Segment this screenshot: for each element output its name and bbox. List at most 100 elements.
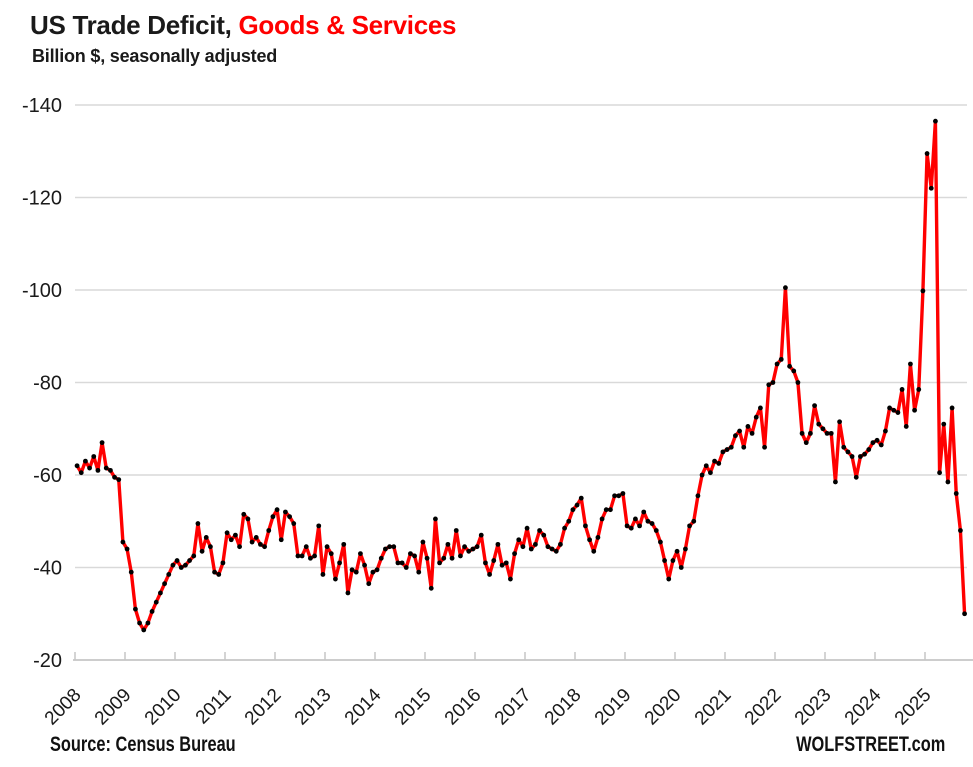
data-point-marker bbox=[741, 444, 747, 450]
data-point-marker bbox=[770, 380, 776, 385]
data-point-marker bbox=[945, 479, 951, 485]
data-point-marker bbox=[283, 509, 288, 515]
data-point-marker bbox=[378, 555, 384, 561]
data-point-marker bbox=[178, 565, 184, 570]
data-point-marker bbox=[458, 553, 463, 559]
deficit-line bbox=[75, 119, 967, 632]
x-axis-label: 2008 bbox=[41, 685, 86, 730]
data-point-marker bbox=[545, 544, 551, 550]
data-point-marker bbox=[866, 447, 872, 452]
data-point-marker bbox=[299, 553, 305, 559]
data-point-marker bbox=[803, 440, 809, 446]
data-point-marker bbox=[274, 507, 280, 513]
data-point-marker bbox=[445, 541, 451, 547]
data-point-marker bbox=[537, 528, 542, 533]
data-point-marker bbox=[687, 523, 692, 529]
data-point-marker bbox=[303, 544, 309, 550]
x-axis-label: 2015 bbox=[391, 685, 436, 730]
x-axis-label: 2023 bbox=[791, 685, 836, 730]
data-point-marker bbox=[437, 560, 442, 566]
data-point-marker bbox=[266, 528, 272, 533]
data-point-marker bbox=[845, 449, 851, 455]
data-point-marker bbox=[208, 544, 213, 550]
data-point-marker bbox=[958, 528, 963, 533]
data-point-marker bbox=[758, 405, 763, 411]
data-point-marker bbox=[778, 356, 784, 362]
data-point-marker bbox=[474, 544, 480, 550]
data-point-marker bbox=[908, 361, 913, 367]
x-axis-label: 2022 bbox=[741, 685, 786, 730]
x-axis-label: 2020 bbox=[641, 685, 686, 730]
data-point-marker bbox=[616, 493, 622, 499]
y-axis-label: -20 bbox=[33, 650, 62, 672]
y-axis-label: -80 bbox=[33, 373, 62, 395]
data-point-marker bbox=[816, 421, 822, 427]
data-point-marker bbox=[424, 555, 430, 561]
chart-title: US Trade Deficit, Goods & Services bbox=[30, 10, 457, 41]
data-point-marker bbox=[383, 546, 388, 552]
data-point-marker bbox=[91, 454, 97, 459]
data-point-marker bbox=[612, 493, 617, 499]
data-point-marker bbox=[562, 525, 567, 531]
data-point-marker bbox=[624, 523, 630, 529]
data-point-marker bbox=[899, 387, 905, 392]
data-point-marker bbox=[962, 611, 967, 617]
data-point-marker bbox=[837, 419, 842, 425]
data-point-marker bbox=[287, 514, 292, 520]
x-axis-label: 2011 bbox=[192, 685, 236, 729]
data-point-marker bbox=[841, 444, 847, 450]
data-point-marker bbox=[695, 493, 701, 499]
data-point-marker bbox=[508, 576, 513, 582]
data-point-marker bbox=[195, 521, 201, 526]
data-point-marker bbox=[699, 472, 705, 478]
data-point-marker bbox=[278, 537, 284, 543]
data-point-marker bbox=[858, 454, 863, 459]
data-point-marker bbox=[887, 405, 892, 411]
data-point-marker bbox=[524, 525, 530, 531]
data-point-marker bbox=[937, 470, 942, 476]
data-point-marker bbox=[874, 437, 880, 443]
data-point-marker bbox=[191, 553, 197, 559]
data-point-marker bbox=[570, 507, 576, 513]
data-point-marker bbox=[599, 516, 605, 522]
data-point-marker bbox=[420, 539, 426, 545]
data-point-marker bbox=[153, 599, 159, 605]
data-point-marker bbox=[358, 551, 363, 557]
data-point-marker bbox=[478, 532, 484, 538]
data-point-marker bbox=[591, 548, 597, 554]
data-point-marker bbox=[108, 467, 113, 473]
data-point-marker bbox=[633, 516, 638, 522]
data-point-marker bbox=[812, 403, 817, 409]
data-point-marker bbox=[541, 532, 547, 538]
x-axis-label: 2017 bbox=[491, 685, 536, 730]
chart-title-black: US Trade Deficit, bbox=[30, 10, 239, 40]
data-point-marker bbox=[658, 539, 663, 545]
data-point-marker bbox=[345, 590, 351, 596]
data-point-marker bbox=[120, 539, 126, 545]
data-point-marker bbox=[870, 440, 876, 446]
data-point-marker bbox=[145, 620, 151, 626]
data-point-marker bbox=[253, 535, 259, 540]
data-point-marker bbox=[216, 572, 222, 577]
data-point-marker bbox=[578, 495, 584, 501]
data-point-marker bbox=[162, 581, 167, 587]
data-point-marker bbox=[753, 414, 759, 420]
data-point-marker bbox=[583, 523, 588, 529]
data-point-marker bbox=[291, 521, 297, 526]
data-point-marker bbox=[337, 560, 342, 566]
data-point-marker bbox=[366, 581, 372, 587]
y-axis-label: -60 bbox=[33, 465, 62, 487]
data-point-marker bbox=[933, 118, 938, 124]
data-point-marker bbox=[258, 541, 263, 547]
data-point-marker bbox=[512, 551, 517, 557]
data-point-marker bbox=[724, 447, 730, 452]
y-axis-label: -40 bbox=[33, 558, 62, 580]
data-point-marker bbox=[737, 428, 742, 434]
data-point-marker bbox=[745, 424, 751, 429]
x-axis-label: 2013 bbox=[291, 685, 336, 730]
data-point-marker bbox=[883, 428, 888, 434]
data-point-marker bbox=[412, 553, 417, 559]
y-axis-label: -120 bbox=[22, 188, 62, 210]
data-point-marker bbox=[766, 382, 772, 388]
